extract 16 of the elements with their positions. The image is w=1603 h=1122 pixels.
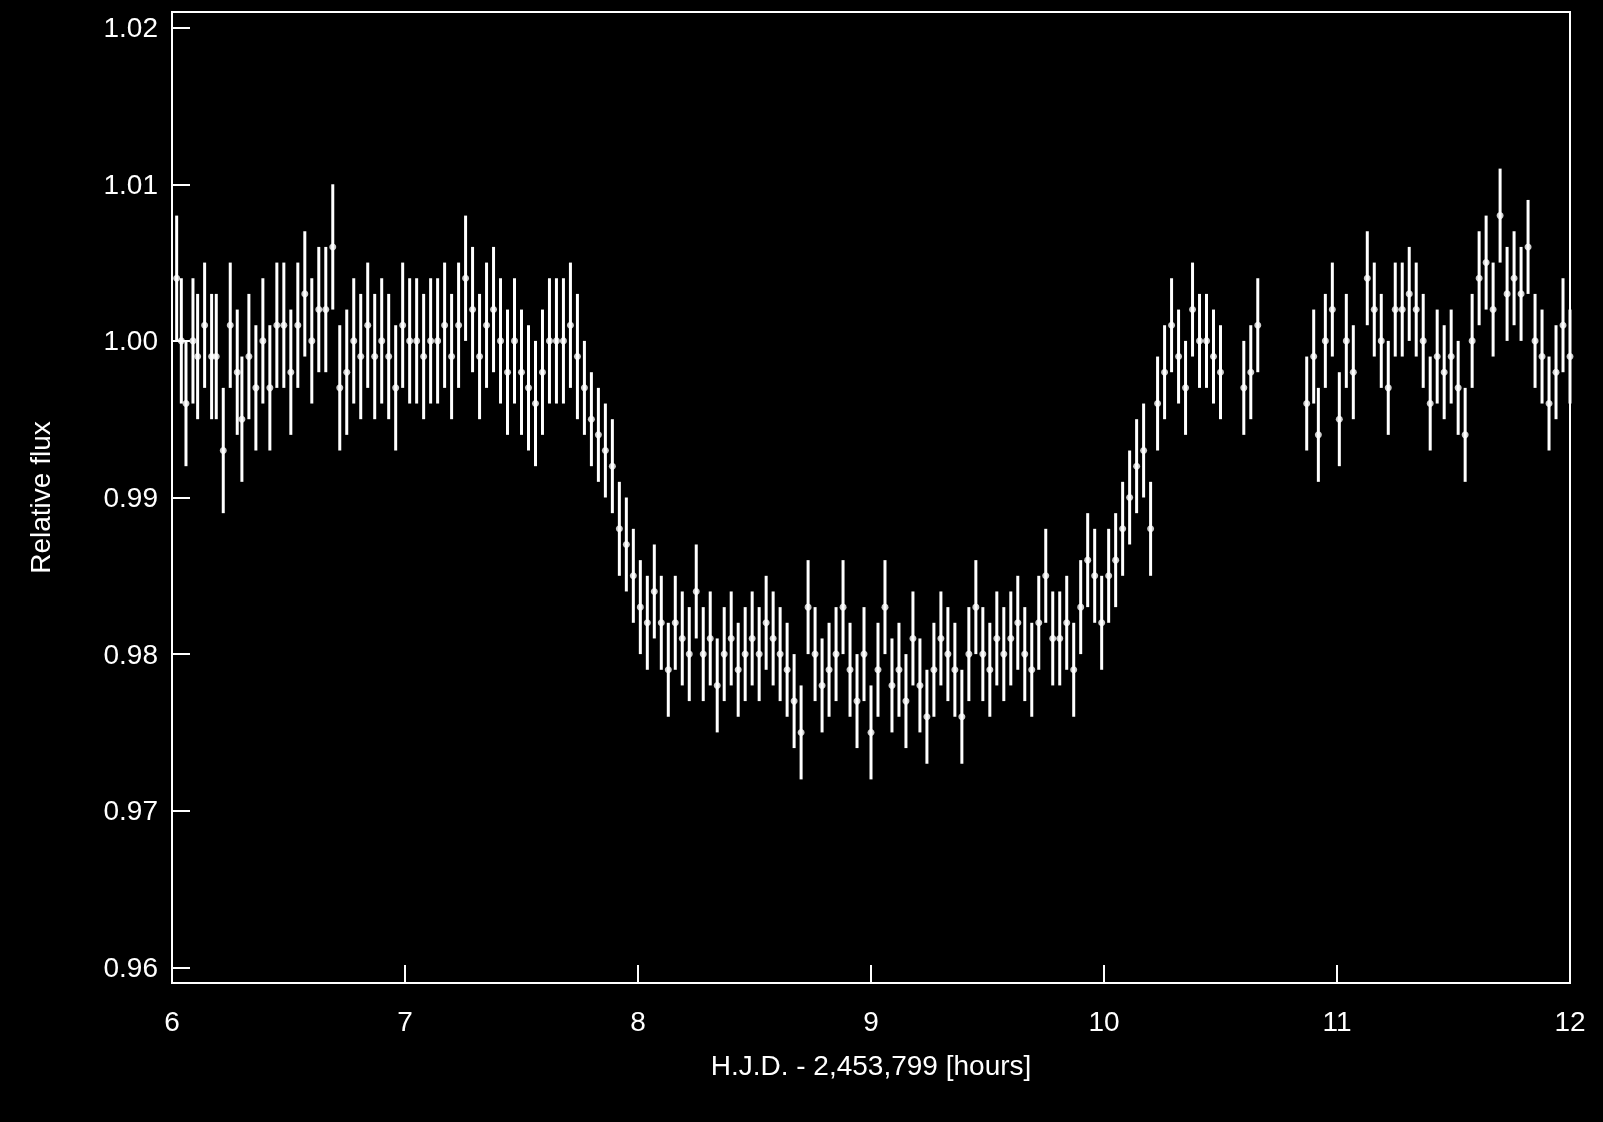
- y-axis-title: Relative flux: [24, 421, 56, 574]
- y-tick-label: 1.01: [103, 168, 158, 200]
- x-tick-label: 6: [164, 1005, 180, 1037]
- x-tick-label: 9: [863, 1005, 879, 1037]
- y-tick-label: 1.02: [103, 12, 158, 44]
- y-tick-label: 0.99: [103, 482, 158, 513]
- x-tick-label: 11: [1322, 1005, 1352, 1037]
- x-axis-title: H.J.D. - 2,453,799 [hours]: [710, 1049, 1032, 1081]
- x-tick-label: 12: [1554, 1005, 1586, 1037]
- y-tick-label: 1.00: [103, 325, 158, 357]
- x-tick-label: 8: [630, 1005, 646, 1037]
- y-tick-label: 0.98: [103, 638, 158, 670]
- y-tick-label: 0.97: [103, 795, 158, 827]
- y-tick-label: 0.96: [103, 951, 158, 983]
- x-tick-label: 10: [1088, 1005, 1120, 1037]
- x-tick-label: 7: [397, 1005, 413, 1037]
